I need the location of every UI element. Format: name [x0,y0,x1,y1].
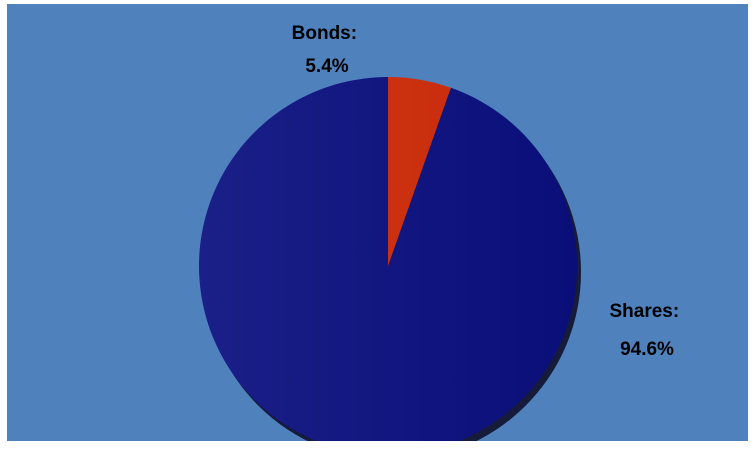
slice-label-shares: Shares: 94.6% [610,301,685,360]
pie-chart: Shares: 94.6% Bonds: 5.4% [199,23,685,441]
slice-label-bonds: Bonds: 5.4% [292,23,363,77]
slice-label-bonds-name: Bonds: [292,23,357,44]
slice-label-shares-name: Shares: [610,301,680,322]
chart-area: Shares: 94.6% Bonds: 5.4% [7,4,748,441]
slice-label-bonds-value: 5.4% [305,56,348,77]
pie-shading [199,77,577,441]
slice-label-shares-value: 94.6% [620,339,674,360]
